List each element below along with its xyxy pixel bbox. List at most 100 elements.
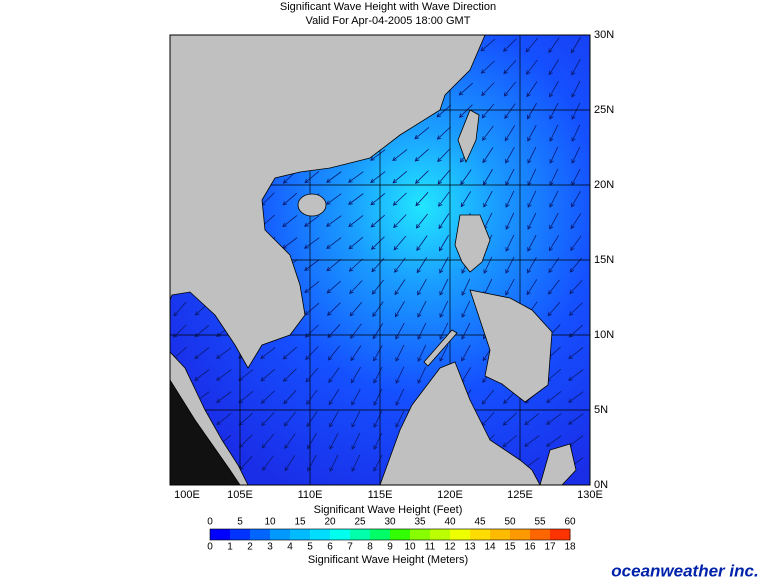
wave-arrow [348,193,364,205]
wave-arrow [458,82,474,96]
wave-arrow [394,279,406,296]
mainland [170,35,486,369]
colorbar-segment [270,529,291,540]
wave-arrow [414,148,430,162]
wave-arrow [284,433,296,450]
wave-arrow [546,435,562,447]
sulawesi [539,443,577,485]
wave-arrow [261,412,275,427]
wave-arrow [370,171,386,183]
taiwan [457,109,480,164]
wave-arrow [460,169,472,186]
meters-tick-label: 8 [367,542,373,553]
meters-tick-label: 9 [387,542,393,553]
longitude-label: 120E [437,489,463,501]
wave-arrow [326,237,342,249]
wave-arrow [503,60,517,75]
wave-arrow [392,192,407,206]
wave-arrow [326,215,342,227]
wave-arrow [326,280,342,294]
wave-arrow [260,347,276,360]
latitude-label: 15N [594,254,614,266]
wave-arrow [395,366,405,384]
colorbar-segment [230,529,251,540]
wave-arrow [482,147,494,164]
title: Significant Wave Height with Wave Direct… [280,1,496,13]
wave-arrow [436,104,452,118]
wave-arrow [436,126,451,140]
wave-arrow [568,391,584,403]
wave-arrow [548,59,560,76]
hainan [297,193,327,217]
palawan [423,329,458,367]
colorbar-segment [550,529,571,540]
wave-arrow [568,369,584,381]
wave-arrow [481,82,495,97]
meters-tick-label: 6 [327,542,333,553]
wave-arrow [304,259,320,271]
latitude-label: 0N [594,479,608,491]
wave-arrow [548,235,559,252]
meters-tick-label: 4 [287,542,293,553]
wave-arrow [304,237,320,249]
wave-arrow [351,388,361,406]
wave-arrow [395,344,405,362]
wave-arrow [546,413,562,425]
wave-arrow [194,369,210,381]
colorbar-segment [390,529,411,540]
axis-labels: 100E 105E 110E 115E 120E 125E 130E 30N 25N 20N 15N… [174,29,614,501]
wave-arrow [439,344,449,362]
wave-arrow [173,302,187,317]
meters-tick-label: 18 [564,542,576,553]
wave-arrow [306,389,318,405]
wave-arrow [414,127,430,140]
feet-tick-label: 30 [384,517,396,528]
meters-tick-label: 11 [425,542,436,553]
wave-arrow [483,190,493,208]
wave-arrow [326,302,341,316]
wave-arrow [502,38,517,52]
wave-arrow [437,148,451,163]
wave-arrow [282,215,298,228]
colorbar-segment [330,529,351,540]
wave-arrow [480,60,495,74]
wave-arrow [305,346,319,361]
meters-tick-label: 12 [444,542,456,553]
wave-arrow [569,280,583,295]
wave-arrow [549,124,559,142]
feet-tick-label: 60 [564,517,576,528]
wave-arrow [570,235,582,251]
colorbar-segment [530,529,551,540]
wave-arrow [328,367,340,384]
wave-arrow [527,124,537,142]
wave-arrow [282,368,297,382]
wave-arrow [304,215,320,227]
luzon [454,214,491,273]
wave-arrow [549,80,559,98]
wave-arrow [395,322,405,340]
wave-arrow [503,81,516,97]
wave-arrow [373,454,383,472]
wave-arrow [527,212,537,230]
wave-arrow [571,80,581,98]
wave-arrow [216,369,232,381]
wave-arrow [326,259,342,272]
wave-arrow [393,235,407,251]
wave-arrow [216,347,232,359]
wave-arrow [216,413,232,426]
wave-arrow [415,192,429,207]
wave-arrow [505,146,515,164]
longitude-label: 125E [507,489,533,501]
wave-arrow [283,411,296,427]
wave-arrow [373,388,383,406]
wave-arrow [350,323,362,339]
wave-arrow [481,389,495,405]
wave-arrow [370,236,385,250]
wave-arrow [568,347,584,360]
wave-arrow [216,391,232,403]
wave-arrow [393,214,407,229]
wave-arrow [262,455,274,471]
wave-arrow [304,170,320,184]
borneo [379,361,541,485]
